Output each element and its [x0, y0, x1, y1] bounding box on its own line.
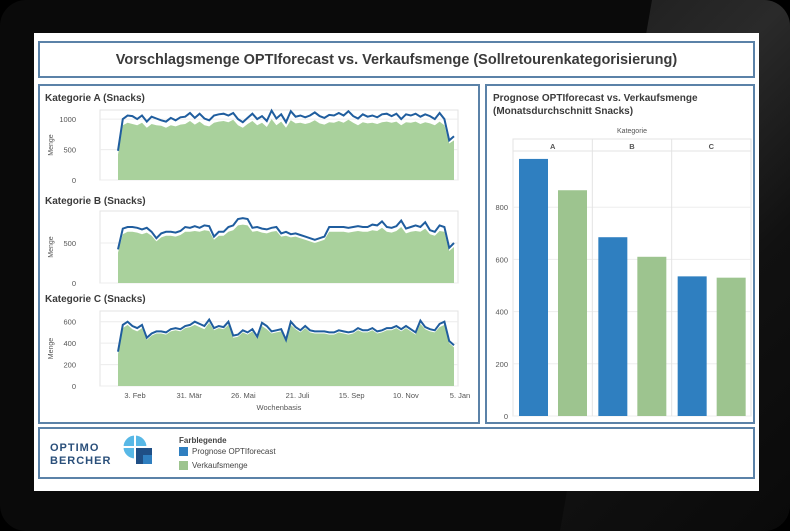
- chart-b-title: Kategorie B (Snacks): [45, 196, 146, 207]
- category-label: C: [709, 142, 715, 151]
- sales-area: [118, 119, 454, 180]
- y-tick-label: 1000: [59, 115, 76, 124]
- legend-title: Farblegende: [179, 436, 227, 445]
- forecast-line: [117, 217, 455, 250]
- weekly-chart-1: 0 500 Menge: [48, 210, 459, 288]
- bar-C-0: [677, 276, 707, 416]
- bar-header-label: Kategorie: [617, 128, 647, 135]
- x-tick-label: 26. Mai: [231, 391, 256, 400]
- monthly-bar-panel: Prognose OPTIforecast vs. Verkaufsmenge …: [485, 84, 755, 424]
- category-label: A: [550, 142, 556, 151]
- forecast-line: [117, 317, 455, 352]
- bar-y-tick-label: 200: [495, 360, 508, 369]
- forecast-swatch: [179, 447, 188, 457]
- sales-swatch: [179, 461, 188, 471]
- x-tick-label: 15. Sep: [339, 391, 365, 400]
- chart-c-title: Kategorie C (Snacks): [45, 294, 146, 305]
- weekly-charts-panel: Kategorie A (Snacks) Kategorie B (Snacks…: [38, 84, 480, 424]
- bar-A-1: [558, 190, 587, 416]
- bar-chart-svg: Kategorie 0 200 400 600 800 A B C: [495, 128, 752, 421]
- dashboard-title: Vorschlagsmenge OPTIforecast vs. Verkauf…: [115, 52, 678, 68]
- weekly-chart-2: 0 200 400 600 Menge: [48, 310, 459, 391]
- bar-C-1: [716, 277, 746, 416]
- x-tick-label: 5. Jan: [450, 391, 470, 400]
- sales-area: [118, 224, 454, 283]
- y-axis-label: Menge: [48, 236, 55, 258]
- weekly-chart-0: 0 500 1000 Menge: [48, 108, 459, 185]
- y-tick-label: 0: [72, 176, 76, 185]
- legend-item-forecast: Prognose OPTIforecast: [179, 447, 276, 457]
- y-tick-label: 500: [63, 146, 76, 155]
- bar-B-1: [637, 256, 667, 416]
- bar-A-0: [519, 158, 548, 416]
- logo-line1: OPTIMO: [50, 442, 100, 454]
- legend-panel: OPTIMO BERCHER Farblegende Prognose OPTI…: [38, 427, 755, 479]
- y-axis-label: Menge: [48, 134, 55, 156]
- x-tick-label: 3. Feb: [124, 391, 145, 400]
- y-tick-label: 500: [63, 239, 76, 248]
- x-tick-label: 10. Nov: [393, 391, 419, 400]
- forecast-line: [117, 108, 455, 151]
- x-axis-label: Wochenbasis: [257, 403, 302, 412]
- x-tick-label: 31. Mär: [176, 391, 202, 400]
- bar-y-tick-label: 800: [495, 203, 508, 212]
- bar-y-tick-label: 0: [504, 412, 508, 421]
- bar-chart-title-line1: Prognose OPTIforecast vs. Verkaufsmenge: [493, 93, 698, 104]
- legend-item-sales: Verkaufsmenge: [179, 461, 248, 471]
- y-tick-label: 600: [63, 318, 76, 327]
- y-tick-label: 200: [63, 361, 76, 370]
- x-tick-label: 21. Juli: [286, 391, 310, 400]
- bar-plot-area: [512, 138, 752, 417]
- dashboard-screen: Vorschlagsmenge OPTIforecast vs. Verkauf…: [34, 33, 759, 491]
- chart-a-title: Kategorie A (Snacks): [45, 93, 145, 104]
- y-axis-label: Menge: [48, 338, 55, 360]
- logo-line2: BERCHER: [50, 455, 112, 467]
- bar-B-0: [598, 237, 628, 416]
- category-label: B: [629, 142, 635, 151]
- optimo-logo-icon: [122, 434, 152, 464]
- legend-label-forecast: Prognose OPTIforecast: [192, 447, 276, 456]
- bar-chart-title-line2: (Monatsdurchschnitt Snacks): [493, 106, 634, 117]
- title-panel: Vorschlagsmenge OPTIforecast vs. Verkauf…: [38, 41, 755, 78]
- legend-label-sales: Verkaufsmenge: [192, 461, 248, 470]
- y-tick-label: 0: [72, 279, 76, 288]
- sales-area: [118, 322, 454, 386]
- y-tick-label: 0: [72, 382, 76, 391]
- weekly-charts-svg: 0 500 1000 Menge 0 500 Menge 0 200 400 600 Menge 3. …: [48, 108, 470, 412]
- bar-y-tick-label: 600: [495, 255, 508, 264]
- bar-y-tick-label: 400: [495, 308, 508, 317]
- y-tick-label: 400: [63, 339, 76, 348]
